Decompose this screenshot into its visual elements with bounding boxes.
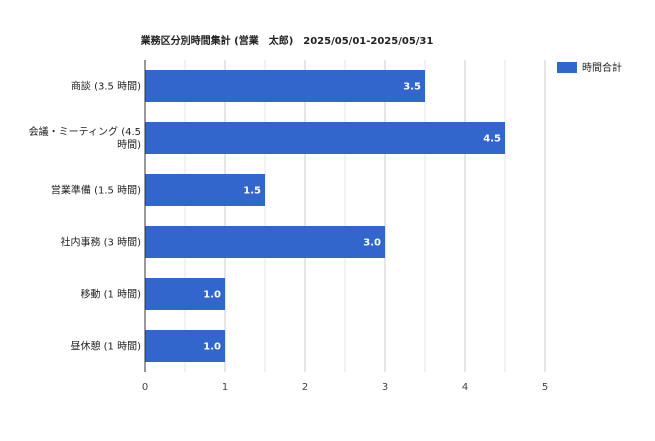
data-label: 4.5 bbox=[483, 134, 501, 145]
category-label: 昼休憩 (1 時間) bbox=[70, 340, 141, 353]
legend: 時間合計 bbox=[557, 61, 622, 74]
bar bbox=[145, 278, 225, 310]
bar bbox=[145, 174, 265, 206]
data-label: 1.0 bbox=[203, 342, 221, 353]
x-tick-label: 1 bbox=[222, 382, 228, 393]
grid bbox=[184, 60, 546, 372]
legend-label: 時間合計 bbox=[582, 61, 622, 74]
category-labels: 商談 (3.5 時間) 会議・ミーティング (4.5時間) 営業準備 (1.5 時間… bbox=[29, 80, 141, 353]
data-label: 1.5 bbox=[243, 186, 261, 197]
bar bbox=[145, 330, 225, 362]
category-label: 商談 (3.5 時間) bbox=[71, 80, 141, 93]
category-label: 時間) bbox=[117, 139, 141, 151]
bar bbox=[145, 226, 385, 258]
category-label: 社内事務 (3 時間) bbox=[60, 236, 141, 249]
category-label: 会議・ミーティング (4.5 bbox=[29, 125, 141, 138]
x-tick-label: 0 bbox=[142, 382, 148, 393]
chart-title: 業務区分別時間集計 (営業 太郎) 2025/05/01-2025/05/31 bbox=[140, 34, 434, 47]
bar bbox=[145, 70, 425, 102]
data-label: 3.0 bbox=[363, 238, 381, 249]
category-label: 営業準備 (1.5 時間) bbox=[51, 184, 141, 197]
x-tick-label: 2 bbox=[302, 382, 308, 393]
x-axis-ticks: 0 1 2 3 4 5 bbox=[142, 382, 548, 393]
bar bbox=[145, 122, 505, 154]
x-tick-label: 5 bbox=[542, 382, 548, 393]
bars: 3.5 4.5 1.5 3.0 1.0 1.0 bbox=[145, 70, 505, 362]
x-tick-label: 3 bbox=[382, 382, 388, 393]
data-label: 3.5 bbox=[403, 82, 421, 93]
data-label: 1.0 bbox=[203, 290, 221, 301]
x-tick-label: 4 bbox=[462, 382, 468, 393]
category-label: 移動 (1 時間) bbox=[80, 288, 141, 301]
legend-swatch bbox=[557, 62, 577, 73]
